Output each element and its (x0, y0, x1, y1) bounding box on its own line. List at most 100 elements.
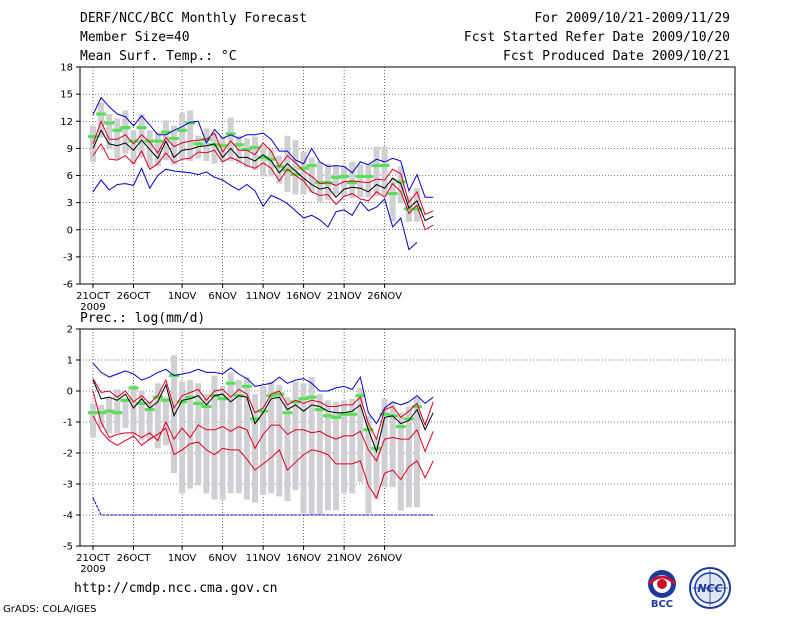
ensemble-box (414, 397, 420, 508)
x-tick-label: 16NOV (286, 291, 321, 302)
median-mark (306, 164, 317, 168)
ncc-logo-text: NCC (697, 582, 722, 595)
ensemble-box (349, 161, 356, 199)
x-tick-label: 26NOV (367, 291, 402, 302)
median-mark (225, 132, 236, 136)
x-tick-label: 1NOV (168, 291, 197, 302)
median-mark (120, 398, 131, 402)
x-tick-label: 6NOV (208, 553, 237, 564)
median-mark (266, 157, 277, 161)
median-mark (136, 126, 147, 130)
median-mark (403, 417, 414, 421)
ensemble-box (373, 437, 380, 500)
median-mark (169, 136, 179, 140)
year-label: 2009 (80, 302, 105, 313)
median-mark (266, 394, 277, 398)
y-tick-label: -3 (63, 480, 73, 491)
y-tick-label: 6 (67, 171, 73, 182)
x-tick-label: 21OCT (76, 553, 111, 564)
median-mark (347, 412, 358, 416)
ensemble-box (365, 415, 372, 514)
ensemble-box (227, 117, 234, 162)
median-mark (395, 180, 406, 184)
ensemble-box (122, 110, 129, 154)
x-tick-label: 21NOV (327, 291, 362, 302)
ensemble-box (243, 377, 250, 500)
median-mark (339, 174, 350, 178)
median-mark (225, 381, 236, 385)
x-tick-label: 11NOV (246, 291, 281, 302)
ensemble-box (373, 146, 380, 197)
median-mark (88, 135, 98, 139)
ensemble-box (349, 398, 356, 494)
median-mark (160, 398, 171, 402)
ensemble-box (357, 164, 364, 198)
plot-frame (79, 328, 736, 547)
y-tick-label: 3 (67, 198, 73, 209)
y-tick-label: 0 (67, 387, 73, 398)
median-mark (395, 425, 406, 429)
median-mark (339, 412, 350, 416)
median-mark (144, 139, 155, 143)
forecast-produced-date: Fcst Produced Date 2009/10/21 (503, 49, 730, 64)
y-tick-label: 1 (67, 356, 73, 367)
y-tick-label: 9 (67, 144, 73, 155)
bcc-logo: BCC (640, 566, 684, 610)
max-line (92, 96, 434, 198)
ensemble-box (292, 140, 299, 195)
ensemble-box (260, 145, 267, 177)
ensemble-box (357, 387, 364, 483)
median-mark (217, 397, 228, 401)
median-mark (88, 411, 98, 415)
ensemble-box (405, 406, 412, 508)
median-mark (355, 394, 366, 398)
y-tick-label: -3 (63, 252, 73, 263)
median-mark (371, 164, 382, 168)
median-mark (379, 164, 390, 168)
median-mark (96, 112, 107, 116)
grads-credit: GrADS: COLA/IGES (3, 604, 97, 615)
y-tick-label: -4 (63, 511, 73, 522)
median-mark (347, 181, 358, 185)
y-tick-label: -1 (63, 418, 73, 429)
mean-minus-sd-line (92, 390, 434, 462)
temperature-chart: -6 -3 0 3 6 9 12 15 18 21OCT 26OCT 1NOV 6NOV 11NOV 16N… (60, 63, 736, 313)
x-tick-label: 21NOV (327, 553, 362, 564)
ensemble-box (341, 400, 348, 494)
min-line (92, 167, 418, 251)
median-mark (104, 121, 115, 125)
median-mark (144, 408, 155, 412)
ensemble-box (333, 165, 339, 195)
forecast-start-date: Fcst Started Refer Date 2009/10/20 (463, 30, 730, 45)
median-mark (379, 412, 390, 416)
ensemble-box (130, 130, 137, 165)
ensemble-box (381, 398, 388, 488)
median-mark (201, 405, 212, 408)
x-tick-label: 26NOV (367, 553, 402, 564)
ensemble-box (122, 398, 129, 429)
median-mark (290, 400, 301, 404)
footer-url[interactable]: http://cmdp.ncc.cma.gov.cn (74, 581, 278, 596)
year-label: 2009 (80, 564, 105, 575)
median-mark (217, 144, 228, 148)
ensemble-box (308, 157, 315, 193)
median-mark (298, 397, 309, 401)
ensemble-box (300, 383, 307, 514)
ensemble-box (114, 389, 121, 433)
median-mark (258, 155, 269, 159)
y-tick-label: 12 (60, 117, 73, 128)
x-tick-label: 1NOV (168, 553, 197, 564)
ensemble-box (308, 377, 315, 515)
ensemble-box (292, 381, 299, 491)
median-mark (241, 147, 252, 151)
min-line (92, 497, 434, 516)
y-tick-label: 0 (67, 225, 73, 236)
ensemble-box (138, 114, 145, 158)
x-tick-label: 26OCT (117, 553, 152, 564)
median-mark (128, 139, 139, 143)
median-mark (193, 142, 204, 146)
ensemble-box (171, 125, 177, 165)
ensemble-box (195, 383, 202, 486)
median-mark (250, 145, 260, 149)
ensemble-box (260, 386, 267, 495)
